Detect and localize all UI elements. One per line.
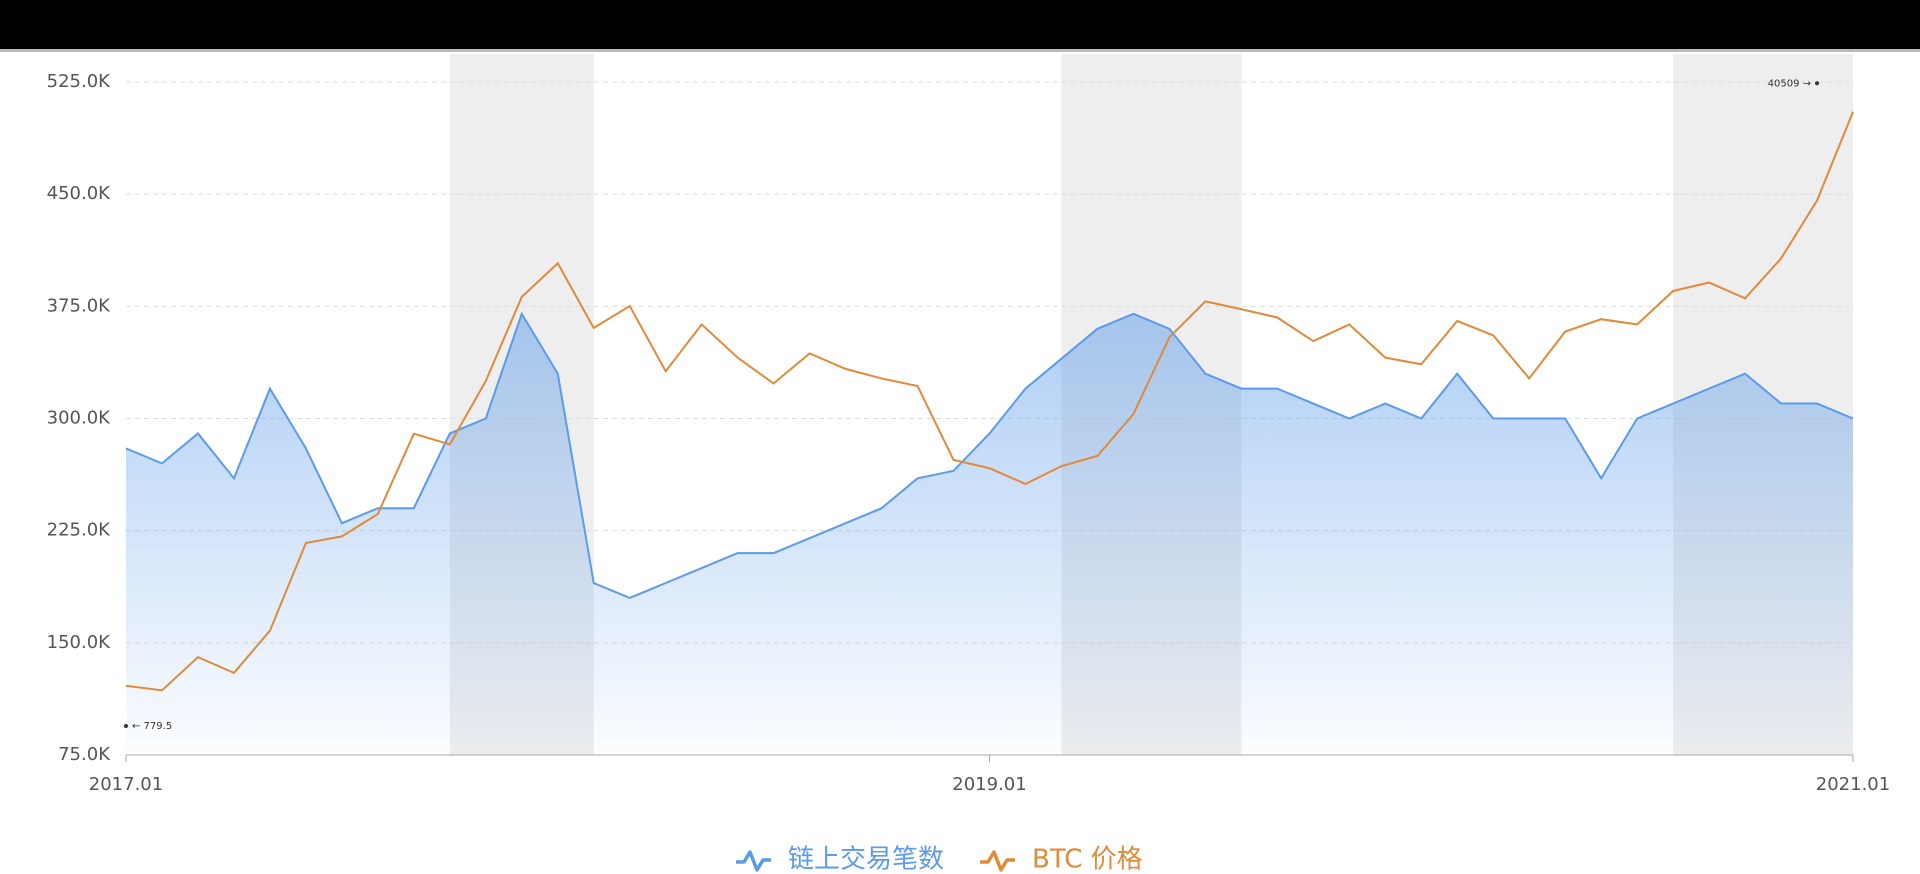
area-fill <box>126 313 1853 755</box>
legend-item: 链上交易笔数 <box>736 845 944 874</box>
series-line <box>125 311 1854 600</box>
annotation-point <box>1815 81 1820 86</box>
y-tick-label: 75.0K <box>58 744 111 765</box>
legend-label: BTC 价格 <box>1032 845 1143 874</box>
top-bar <box>0 0 1920 52</box>
y-tick-label: 150.0K <box>47 632 112 653</box>
y-tick-label: 300.0K <box>47 408 112 429</box>
legend-icon <box>980 850 1015 872</box>
annotation: 40509 → <box>1768 78 1811 89</box>
y-tick-label: 450.0K <box>47 183 112 204</box>
series-line <box>125 111 1854 692</box>
legend-icon <box>736 850 771 872</box>
x-tick-label: 2021.01 <box>1816 774 1890 795</box>
legend-label: 链上交易笔数 <box>788 845 944 874</box>
x-tick-label: 2019.01 <box>952 774 1026 795</box>
y-tick-label: 375.0K <box>47 295 112 316</box>
y-tick-label: 525.0K <box>47 71 112 92</box>
annotation: ← 779.5 <box>132 721 172 732</box>
y-tick-label: 225.0K <box>47 520 112 541</box>
annotation-point <box>124 723 128 728</box>
x-tick-label: 2017.01 <box>89 774 163 795</box>
legend-item: BTC 价格 <box>980 845 1143 874</box>
